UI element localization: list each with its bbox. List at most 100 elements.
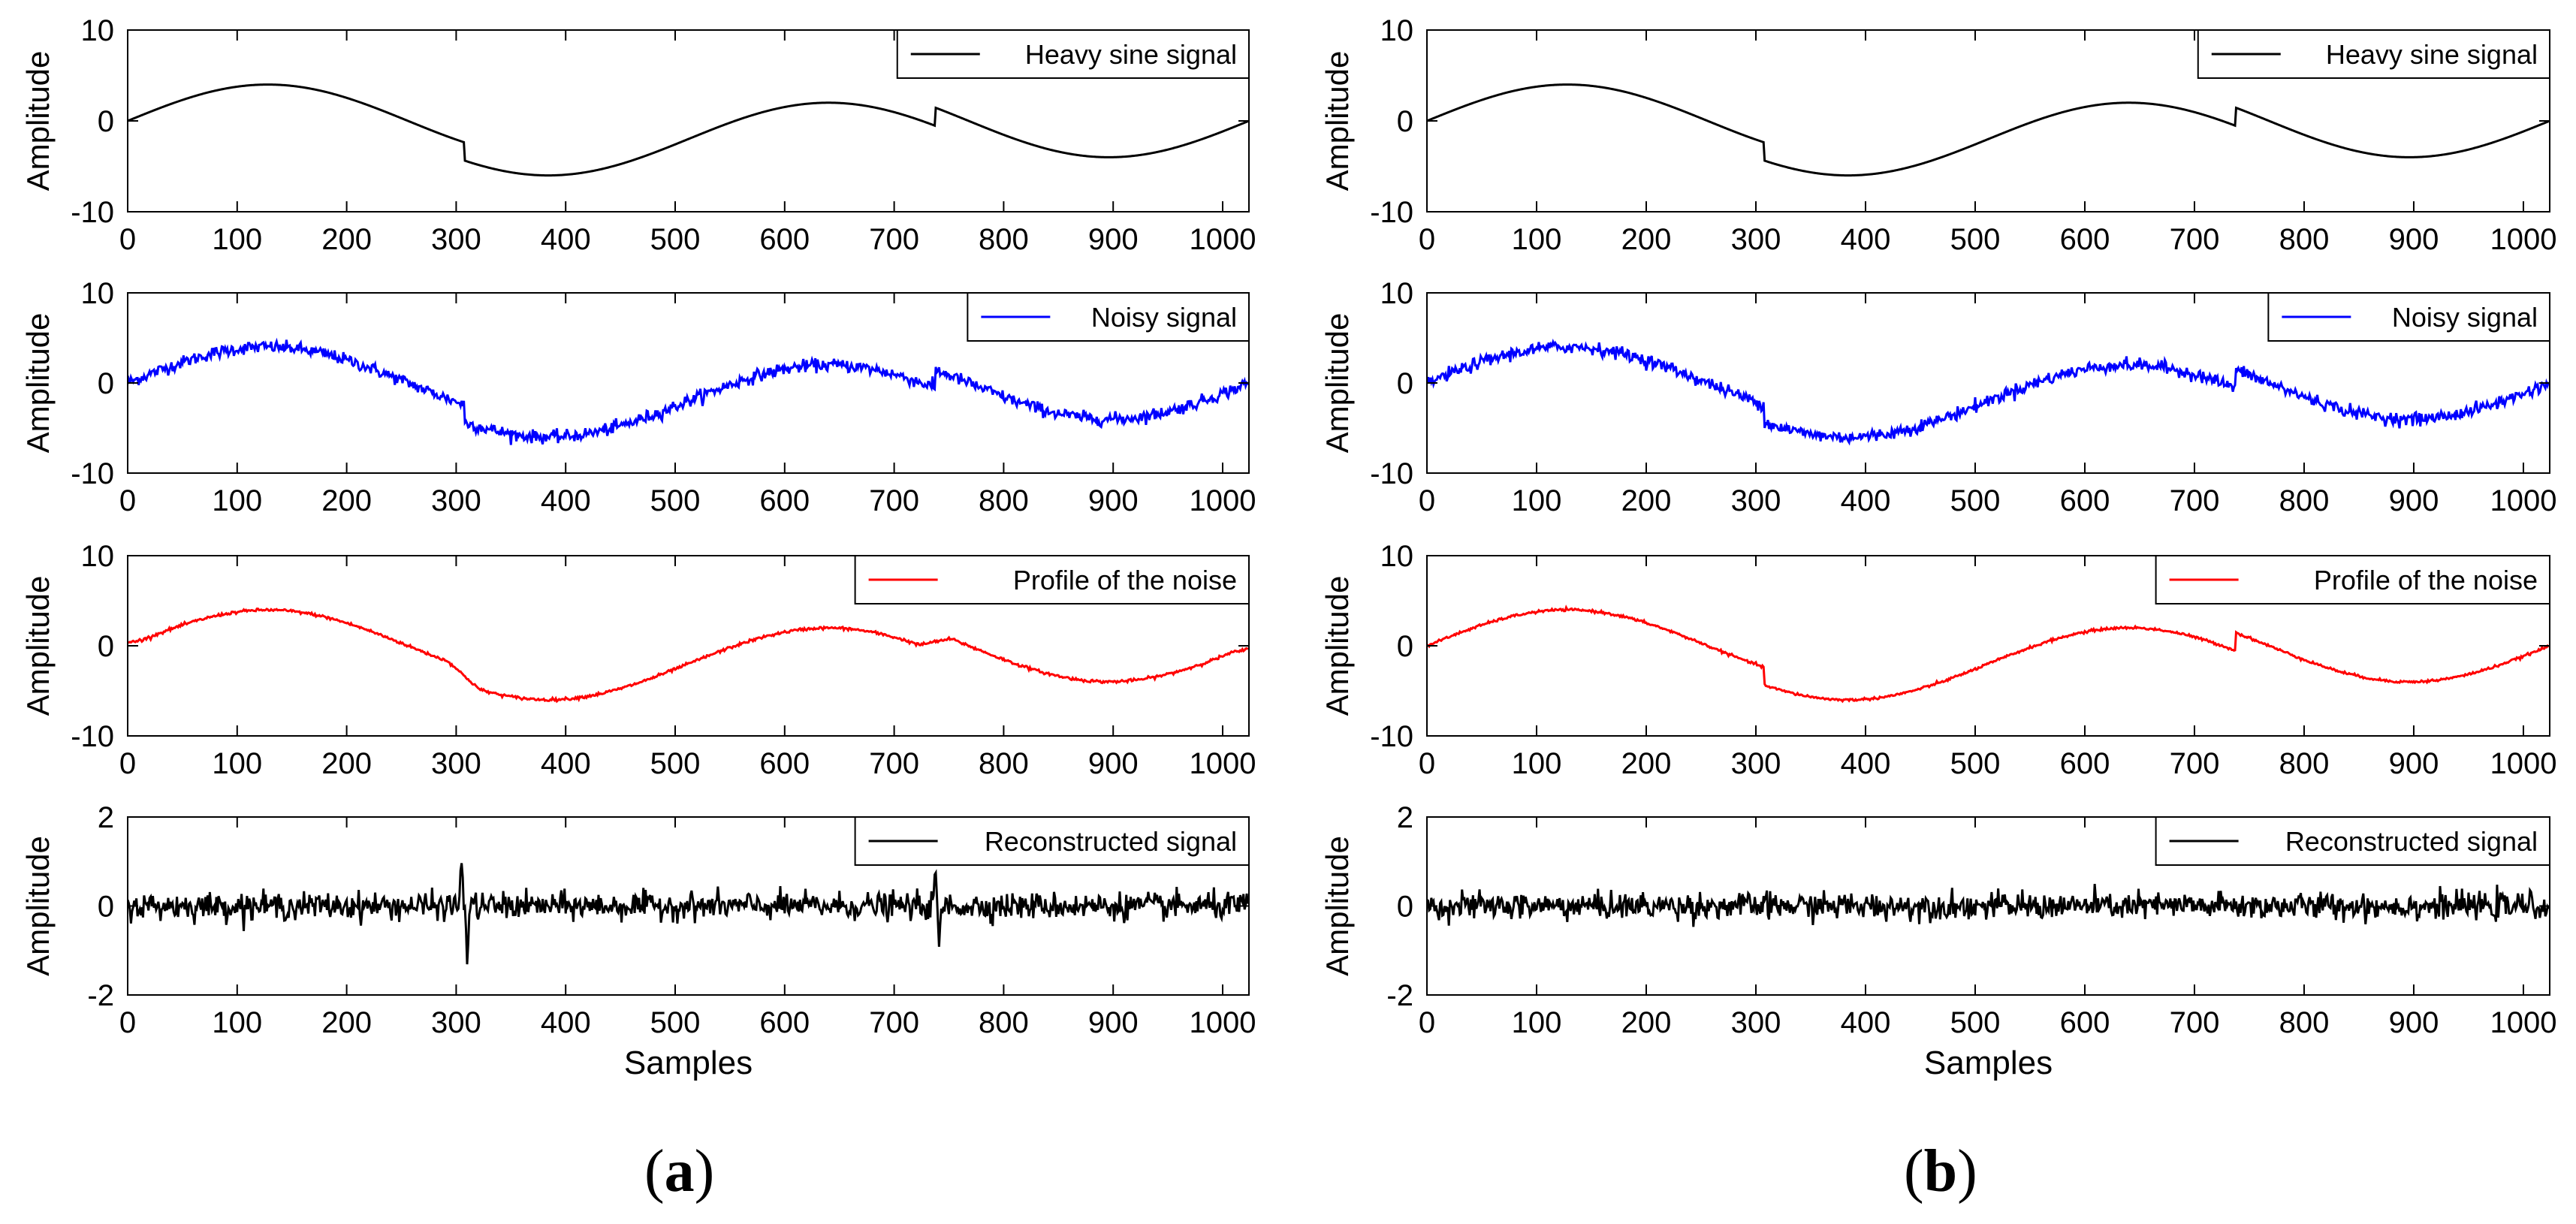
x-tick-label: 300 [431, 223, 481, 256]
y-tick-label: 10 [1380, 277, 1414, 310]
x-tick-label: 100 [212, 223, 262, 256]
x-tick-label: 300 [431, 484, 481, 517]
x-tick-label: 900 [2389, 484, 2439, 517]
x-tick-label: 600 [759, 1006, 810, 1039]
y-tick-label: 0 [1397, 105, 1413, 138]
x-tick-label: 0 [119, 1006, 136, 1039]
y-tick-label: -10 [1370, 720, 1413, 753]
legend: Profile of the noise [2155, 555, 2551, 604]
x-tick-label: 400 [541, 1006, 591, 1039]
x-tick-label: 500 [1950, 484, 2001, 517]
panel-label-b-close: ) [1957, 1138, 1977, 1204]
series-line-1 [128, 337, 1249, 445]
y-tick-label: -2 [1386, 979, 1413, 1012]
x-tick-label: 500 [1950, 747, 2001, 780]
x-tick-label: 400 [541, 484, 591, 517]
panel-label-a-open: ( [644, 1138, 665, 1204]
y-tick-label: 10 [81, 277, 115, 310]
x-tick-label: 100 [1512, 1006, 1562, 1039]
x-tick-label: 800 [2279, 223, 2330, 256]
y-tick-label: -10 [71, 720, 114, 753]
x-tick-label: 700 [2170, 1006, 2220, 1039]
x-tick-label: 0 [1419, 223, 1435, 256]
panel-label-b: (b) [1904, 1138, 1977, 1206]
x-tick-label: 700 [2170, 747, 2220, 780]
legend-label: Reconstructed signal [985, 826, 1237, 857]
x-tick-label: 800 [2279, 747, 2330, 780]
x-tick-label: 1000 [1190, 223, 1256, 256]
y-tick-label: 0 [1397, 891, 1413, 924]
x-tick-label: 200 [321, 223, 372, 256]
x-tick-label: 500 [650, 1006, 701, 1039]
x-tick-label: 800 [2279, 484, 2330, 517]
x-tick-label: 900 [1088, 1006, 1139, 1039]
x-tick-label: 400 [1841, 747, 1891, 780]
x-tick-label: 200 [1621, 747, 1672, 780]
x-tick-label: 600 [2060, 223, 2110, 256]
y-tick-label: -10 [1370, 457, 1413, 490]
x-tick-label: 600 [2060, 484, 2110, 517]
x-tick-label: 100 [1512, 223, 1562, 256]
x-tick-label: 800 [979, 223, 1029, 256]
panel-label-a-close: ) [694, 1138, 715, 1204]
x-tick-label: 600 [759, 747, 810, 780]
x-tick-label: 400 [1841, 1006, 1891, 1039]
x-tick-label: 600 [2060, 747, 2110, 780]
series-line-1 [1427, 884, 2550, 927]
y-axis-label: Amplitude [20, 51, 56, 191]
subplot-a-2: 0 100 200 300 400 500 600 700 800 900 1000-10010Am… [20, 277, 1256, 517]
legend-label: Profile of the noise [2314, 565, 2538, 595]
x-tick-label: 100 [212, 1006, 262, 1039]
x-tick-label: 300 [1731, 223, 1781, 256]
x-tick-label: 400 [541, 223, 591, 256]
y-tick-label: 0 [98, 630, 114, 663]
x-tick-label: 700 [869, 223, 919, 256]
x-tick-label: 900 [1088, 484, 1139, 517]
subplot-a-3: 0 100 200 300 400 500 600 700 800 900 1000-10010Am… [20, 540, 1256, 780]
x-tick-label: 800 [979, 1006, 1029, 1039]
x-tick-label: 600 [759, 484, 810, 517]
subplot-a-1: 0 100 200 300 400 500 600 700 800 900 1000-10010Am… [20, 14, 1256, 256]
y-axis-label: Amplitude [20, 576, 56, 716]
y-tick-label: 10 [81, 14, 115, 47]
y-tick-label: 0 [98, 891, 114, 924]
subplot-b-3: 0 100 200 300 400 500 600 700 800 900 1000-10010Am… [1320, 540, 2556, 780]
x-tick-label: 1000 [2490, 223, 2556, 256]
x-tick-label: 700 [869, 747, 919, 780]
x-tick-label: 200 [321, 1006, 372, 1039]
y-axis-label: Amplitude [20, 836, 56, 976]
subplot-b-4: 0 100 200 300 400 500 600 700 800 900 1000-202Ampl… [1320, 801, 2556, 1081]
legend-label: Noisy signal [1091, 302, 1237, 333]
x-tick-label: 300 [1731, 1006, 1781, 1039]
y-tick-label: -10 [1370, 196, 1413, 229]
legend: Reconstructed signal [2155, 816, 2551, 866]
panel-label-b-letter: b [1923, 1138, 1958, 1204]
x-tick-label: 800 [979, 484, 1029, 517]
y-tick-label: 10 [1380, 14, 1414, 47]
x-tick-label: 500 [650, 223, 701, 256]
x-tick-label: 100 [1512, 484, 1562, 517]
y-tick-label: 0 [1397, 367, 1413, 400]
x-tick-label: 900 [2389, 747, 2439, 780]
series-line-1 [128, 607, 1249, 704]
x-tick-label: 0 [119, 747, 136, 780]
legend-label: Noisy signal [2392, 302, 2538, 333]
x-tick-label: 0 [1419, 484, 1435, 517]
y-axis-label: Amplitude [1320, 836, 1355, 976]
x-tick-label: 400 [1841, 223, 1891, 256]
x-tick-label: 500 [1950, 223, 2001, 256]
x-tick-label: 1000 [2490, 484, 2556, 517]
x-tick-label: 1000 [1190, 1006, 1256, 1039]
y-tick-label: 10 [1380, 540, 1414, 573]
x-tick-label: 1000 [1190, 747, 1256, 780]
x-tick-label: 300 [1731, 484, 1781, 517]
x-tick-label: 700 [2170, 223, 2220, 256]
x-tick-label: 200 [1621, 223, 1672, 256]
x-tick-label: 200 [1621, 484, 1672, 517]
y-tick-label: 10 [81, 540, 115, 573]
y-axis-label: Amplitude [20, 313, 56, 454]
subplot-b-2: 0 100 200 300 400 500 600 700 800 900 1000-10010Am… [1320, 277, 2556, 517]
y-axis-label: Amplitude [1320, 51, 1355, 191]
y-axis-label: Amplitude [1320, 313, 1355, 454]
legend-label: Heavy sine signal [2326, 39, 2538, 70]
